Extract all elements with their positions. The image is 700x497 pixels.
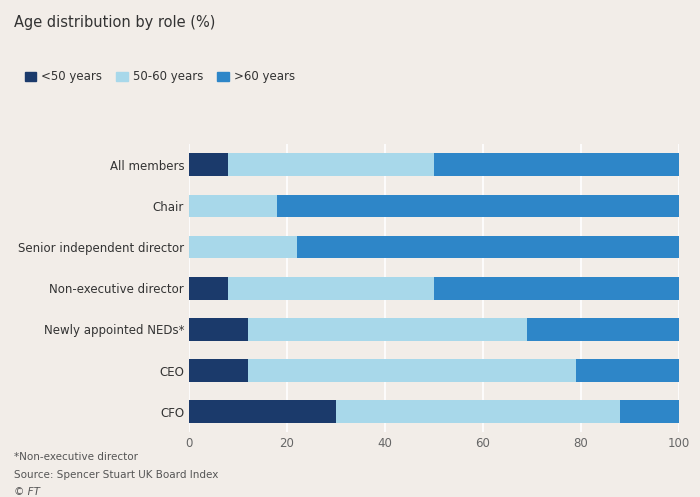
Bar: [277, 195, 679, 217]
Bar: [189, 401, 336, 423]
Bar: [228, 277, 434, 300]
Bar: [189, 236, 297, 258]
Bar: [434, 277, 679, 300]
Bar: [576, 359, 679, 382]
Text: Age distribution by role (%): Age distribution by role (%): [14, 15, 216, 30]
Bar: [248, 318, 527, 341]
Bar: [189, 277, 228, 300]
Bar: [248, 359, 576, 382]
Bar: [228, 154, 434, 176]
Text: Source: Spencer Stuart UK Board Index: Source: Spencer Stuart UK Board Index: [14, 470, 218, 480]
Bar: [189, 195, 277, 217]
Bar: [189, 318, 248, 341]
Bar: [189, 154, 228, 176]
Text: *Non-executive director: *Non-executive director: [14, 452, 138, 462]
Bar: [620, 401, 679, 423]
Bar: [189, 359, 248, 382]
Bar: [297, 236, 679, 258]
Bar: [336, 401, 620, 423]
Bar: [527, 318, 679, 341]
Text: © FT: © FT: [14, 487, 40, 497]
Legend: <50 years, 50-60 years, >60 years: <50 years, 50-60 years, >60 years: [20, 66, 300, 88]
Bar: [434, 154, 679, 176]
